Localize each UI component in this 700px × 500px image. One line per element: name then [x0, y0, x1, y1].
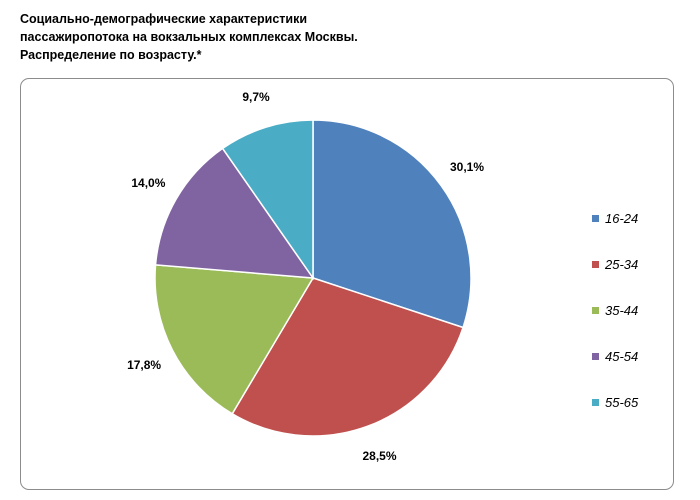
legend-swatch-35-44	[592, 306, 599, 314]
legend-item-45-54: 45-54	[592, 348, 638, 364]
legend-swatch-16-24	[592, 214, 599, 222]
legend-swatch-25-34	[592, 260, 599, 268]
legend-item-25-34: 25-34	[592, 256, 638, 272]
legend-label-35-44: 35-44	[605, 302, 639, 318]
legend-label-16-24: 16-24	[605, 210, 639, 226]
legend-item-35-44: 35-44	[592, 302, 638, 318]
pie-slice-55-65	[221, 119, 314, 281]
data-label-55-65: 9,7%	[242, 89, 270, 104]
data-label-35-44: 17,8%	[127, 358, 162, 372]
chart-title-line-3: Распределение по возрасту.*	[20, 48, 202, 62]
legend-swatch-55-65	[592, 398, 599, 406]
chart-title-line-2: пассажиропотока на вокзальных комплексах…	[20, 30, 358, 44]
legend-label-45-54: 45-54	[605, 348, 639, 364]
legend-item-55-65: 55-65	[592, 394, 638, 410]
legend-swatch-45-54	[592, 352, 599, 360]
chart-title: Социально-демографические характеристики…	[20, 10, 540, 64]
legend-label-25-34: 25-34	[605, 256, 639, 272]
data-label-16-24: 30,1%	[449, 159, 485, 174]
data-label-45-54: 14,0%	[131, 176, 166, 191]
pie-slice-35-44	[154, 264, 315, 415]
data-label-25-34: 28,5%	[362, 449, 397, 463]
pie-slice-45-54	[154, 147, 315, 279]
legend-label-55-65: 55-65	[605, 394, 639, 410]
pie-slice-16-24	[312, 119, 472, 329]
legend-item-16-24: 16-24	[592, 210, 638, 226]
chart-title-line-1: Социально-демографические характеристики	[20, 12, 308, 26]
